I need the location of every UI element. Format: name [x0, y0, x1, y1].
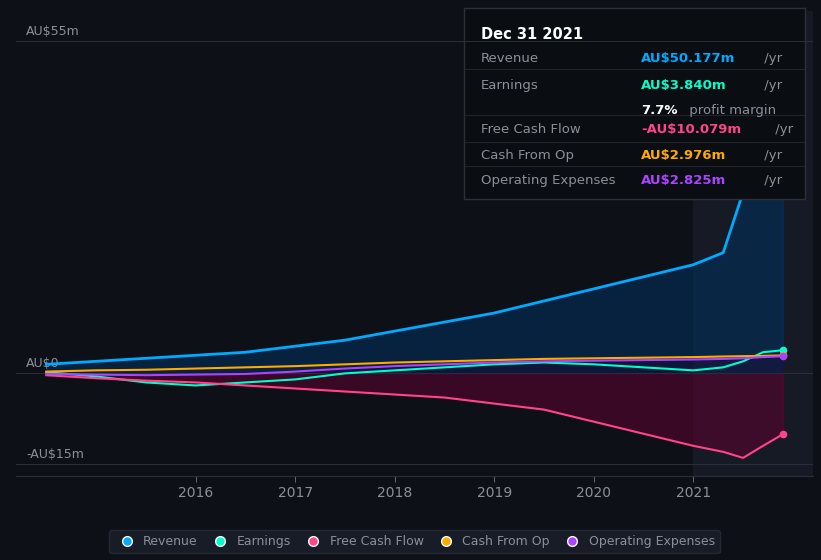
- Text: Dec 31 2021: Dec 31 2021: [481, 27, 583, 43]
- Point: [777, 346, 790, 354]
- Text: -AU$10.079m: -AU$10.079m: [641, 123, 741, 136]
- Text: -AU$15m: -AU$15m: [26, 448, 85, 461]
- Point: [777, 430, 790, 438]
- Text: /yr: /yr: [760, 79, 782, 92]
- Point: [777, 351, 790, 360]
- Text: Free Cash Flow: Free Cash Flow: [481, 123, 580, 136]
- Text: /yr: /yr: [760, 150, 782, 162]
- Text: Revenue: Revenue: [481, 52, 539, 65]
- Text: AU$2.976m: AU$2.976m: [641, 150, 727, 162]
- Legend: Revenue, Earnings, Free Cash Flow, Cash From Op, Operating Expenses: Revenue, Earnings, Free Cash Flow, Cash …: [109, 530, 720, 553]
- Text: /yr: /yr: [760, 52, 782, 65]
- Text: AU$3.840m: AU$3.840m: [641, 79, 727, 92]
- Text: profit margin: profit margin: [686, 104, 777, 116]
- Text: AU$50.177m: AU$50.177m: [641, 52, 736, 65]
- Text: Earnings: Earnings: [481, 79, 539, 92]
- Text: 7.7%: 7.7%: [641, 104, 677, 116]
- Text: AU$55m: AU$55m: [26, 25, 80, 39]
- Text: Cash From Op: Cash From Op: [481, 150, 574, 162]
- Bar: [693, 11, 813, 476]
- Text: AU$2.825m: AU$2.825m: [641, 174, 727, 187]
- Point: [777, 66, 790, 75]
- Text: /yr: /yr: [770, 123, 792, 136]
- Text: AU$0: AU$0: [26, 357, 60, 370]
- Point: [777, 352, 790, 361]
- Text: /yr: /yr: [760, 174, 782, 187]
- Text: Operating Expenses: Operating Expenses: [481, 174, 616, 187]
